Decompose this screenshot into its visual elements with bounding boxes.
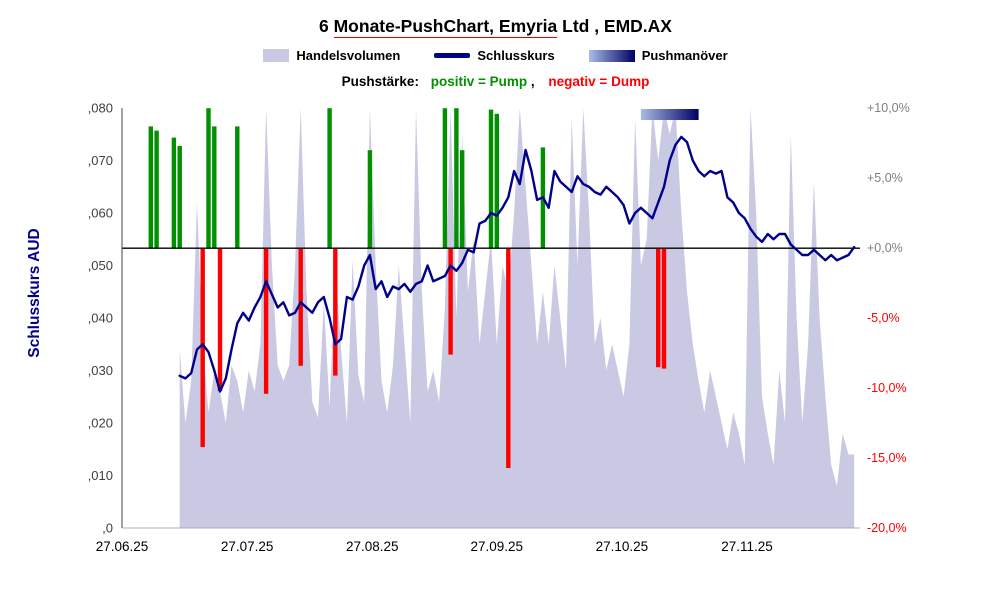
svg-text:+0,0%: +0,0%	[867, 241, 903, 255]
legend-label-push: Pushmanöver	[641, 48, 728, 63]
legend-item-volume: Handelsvolumen	[263, 48, 400, 63]
pushmanoever-marker	[640, 109, 699, 120]
svg-text:27.11.25: 27.11.25	[721, 539, 773, 554]
axes: ,080 ,070 ,060 ,050 ,040 ,030 ,020 ,010 ,0 +10,0%…	[88, 101, 910, 555]
svg-text:,080: ,080	[88, 101, 113, 116]
svg-text:+5,0%: +5,0%	[867, 171, 903, 185]
svg-text:-20,0%: -20,0%	[867, 521, 907, 535]
svg-text:27.09.25: 27.09.25	[470, 539, 523, 554]
pushmanoever-swatch-icon	[588, 49, 635, 62]
svg-text:,070: ,070	[88, 153, 113, 168]
svg-text:,030: ,030	[88, 363, 113, 378]
svg-text:,0: ,0	[102, 521, 113, 536]
close-line-swatch-icon	[434, 53, 471, 58]
svg-text:,040: ,040	[88, 311, 113, 326]
push-note-label: Pushstärke:	[341, 74, 419, 89]
legend-item-close: Schlusskurs	[434, 48, 555, 63]
title-underlined: Monate-PushChart, Emyria	[333, 16, 558, 38]
svg-text:,010: ,010	[88, 468, 113, 483]
push-strength-note: Pushstärke: positiv = Pump , negativ = D…	[0, 74, 991, 89]
push-note-positive: positiv = Pump	[430, 74, 528, 89]
svg-text:27.06.25: 27.06.25	[96, 539, 149, 554]
svg-text:-15,0%: -15,0%	[867, 451, 907, 465]
close-line	[178, 135, 856, 393]
svg-text:-10,0%: -10,0%	[867, 381, 907, 395]
svg-text:27.08.25: 27.08.25	[346, 539, 399, 554]
title-part3: Ltd , EMD.AX	[557, 16, 672, 36]
svg-text:27.07.25: 27.07.25	[221, 539, 274, 554]
title-part1: 6	[319, 16, 334, 36]
legend: Handelsvolumen Schlusskurs Pushmanöver	[0, 48, 991, 63]
push-note-separator: ,	[530, 74, 535, 89]
push-note-negative: negativ = Dump	[548, 74, 650, 89]
legend-item-push: Pushmanöver	[588, 48, 728, 63]
legend-label-volume: Handelsvolumen	[296, 48, 401, 63]
svg-text:27.10.25: 27.10.25	[596, 539, 649, 554]
svg-text:-5,0%: -5,0%	[867, 311, 900, 325]
svg-text:+10,0%: +10,0%	[867, 101, 910, 115]
volume-area	[179, 108, 855, 528]
volume-swatch-icon	[263, 49, 290, 62]
chart-title: 6 Monate-PushChart, Emyria Ltd , EMD.AX	[0, 16, 991, 38]
legend-label-close: Schlusskurs	[477, 48, 555, 63]
svg-text:,060: ,060	[88, 206, 113, 221]
svg-text:,020: ,020	[88, 416, 113, 431]
svg-text:,050: ,050	[88, 258, 113, 273]
